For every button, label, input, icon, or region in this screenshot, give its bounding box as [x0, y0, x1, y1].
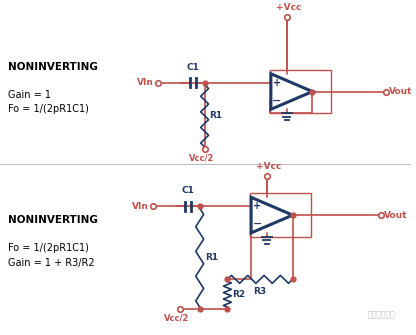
Bar: [250, 193, 312, 237]
Text: Gain = 1: Gain = 1: [8, 89, 51, 99]
Bar: [270, 70, 331, 113]
Text: R1: R1: [210, 111, 223, 120]
Text: C1: C1: [181, 186, 194, 195]
Text: VIn: VIn: [137, 78, 154, 87]
Text: +Vcc: +Vcc: [276, 3, 301, 12]
Text: +Vcc: +Vcc: [256, 161, 282, 171]
Text: Fo = 1/(2pR1C1): Fo = 1/(2pR1C1): [8, 243, 89, 253]
Text: R3: R3: [253, 287, 267, 296]
Text: NONINVERTING: NONINVERTING: [8, 215, 98, 225]
Text: +: +: [253, 201, 261, 211]
Polygon shape: [251, 197, 292, 233]
Text: Vcc/2: Vcc/2: [189, 154, 214, 163]
Polygon shape: [271, 74, 312, 109]
Text: Vout: Vout: [384, 211, 407, 220]
Text: Vout: Vout: [389, 87, 412, 96]
Text: −: −: [253, 219, 262, 229]
Text: +: +: [273, 78, 281, 88]
Text: Vcc/2: Vcc/2: [164, 314, 190, 323]
Text: 张飞实战电子: 张飞实战电子: [368, 310, 396, 319]
Text: R2: R2: [232, 290, 245, 299]
Text: NONINVERTING: NONINVERTING: [8, 62, 98, 72]
Text: C1: C1: [186, 63, 199, 72]
Text: R1: R1: [205, 253, 218, 262]
Text: Fo = 1/(2pR1C1): Fo = 1/(2pR1C1): [8, 105, 89, 114]
Text: −: −: [272, 95, 282, 106]
Text: Gain = 1 + R3/R2: Gain = 1 + R3/R2: [8, 258, 94, 268]
Text: VIn: VIn: [132, 202, 149, 211]
